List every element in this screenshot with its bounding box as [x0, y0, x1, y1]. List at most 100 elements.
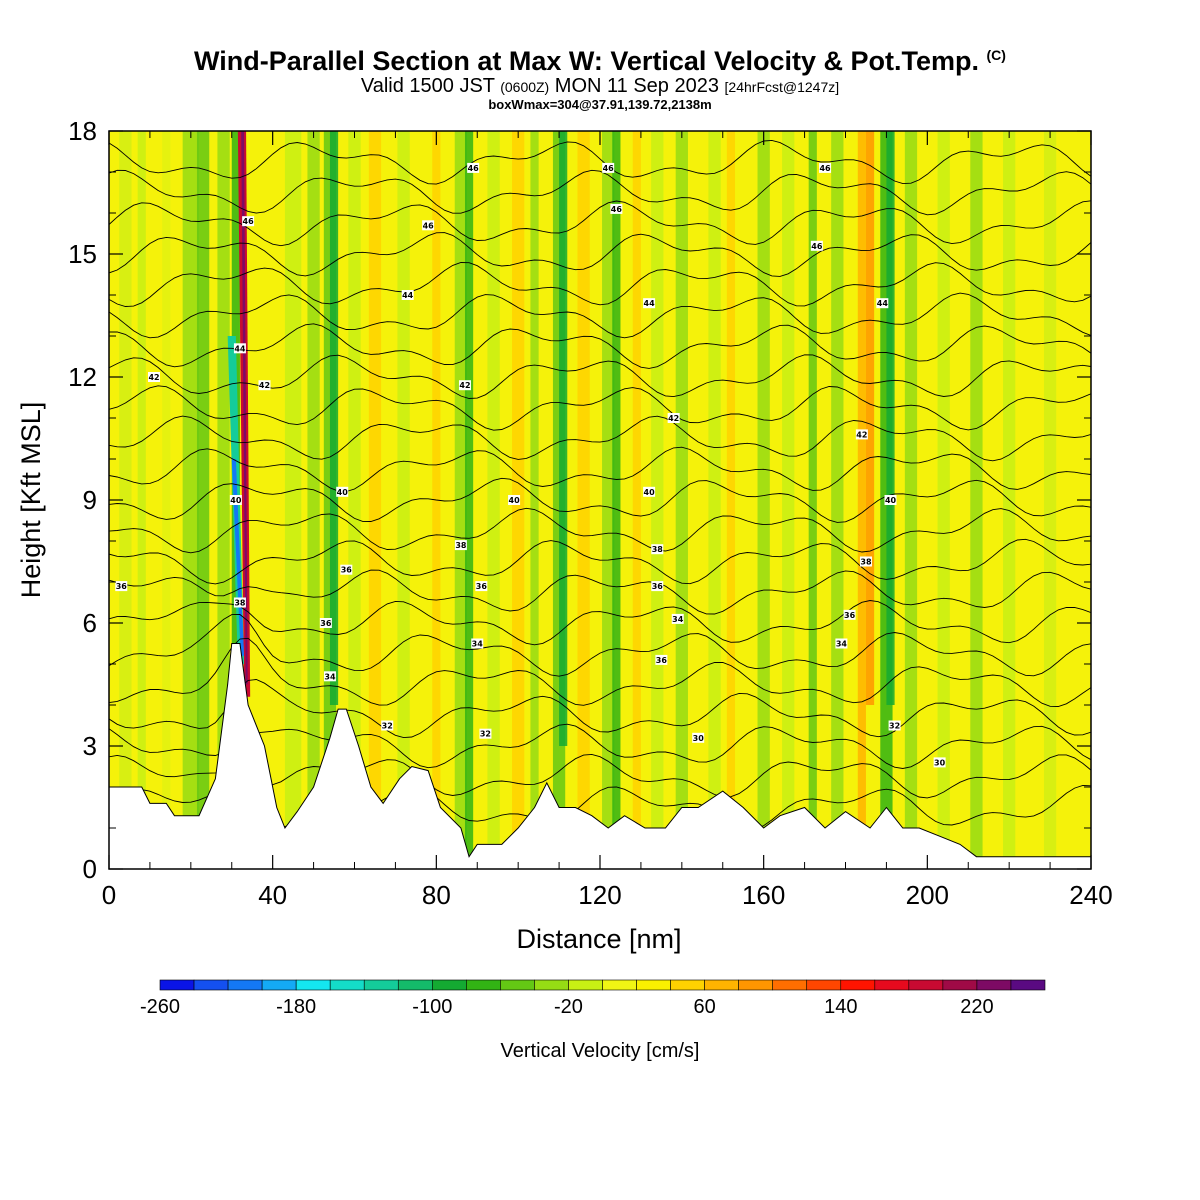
contour-label: 36 — [843, 609, 856, 620]
contour-label: 38 — [233, 597, 246, 608]
contour-label-bg — [859, 556, 872, 567]
contour-label: 36 — [319, 618, 332, 628]
velocity-streak — [708, 131, 721, 869]
colorbar-tick-label: -100 — [412, 996, 452, 1018]
theta-contour — [109, 262, 1091, 307]
theta-contour — [109, 614, 1091, 677]
velocity-streak — [137, 131, 146, 869]
contour-label-text: 38 — [860, 558, 872, 567]
contour-label: 36 — [655, 654, 668, 665]
velocity-streak — [757, 131, 770, 869]
velocity-streak — [1043, 131, 1057, 869]
contour-label: 46 — [467, 162, 480, 173]
contour-label-bg — [810, 240, 823, 251]
velocity-streak — [726, 131, 736, 869]
theta-contour — [109, 569, 1091, 615]
velocity-streak — [602, 131, 615, 869]
velocity-streak — [162, 131, 171, 869]
contour-label-text: 36 — [652, 582, 664, 591]
contour-label-bg — [819, 162, 832, 173]
colorbar-swatch — [670, 979, 705, 991]
contour-label: 46 — [810, 240, 823, 251]
velocity-streak — [530, 131, 539, 869]
x-tick-label: 120 — [578, 880, 621, 910]
contour-label: 42 — [148, 372, 161, 382]
contour-label: 30 — [692, 732, 705, 743]
colorbar-swatch — [466, 979, 501, 991]
velocity-streak — [865, 131, 875, 705]
contour-label-text: 40 — [509, 496, 521, 505]
contour-label: 40 — [508, 495, 521, 505]
velocity-streak — [886, 131, 895, 705]
contour-label-text: 36 — [656, 656, 668, 665]
theta-contour — [109, 446, 1091, 492]
velocity-streak — [329, 131, 339, 705]
contour-label-text: 46 — [811, 242, 823, 251]
contour-label-bg — [258, 380, 271, 391]
contour-label-text: 46 — [243, 217, 255, 226]
contour-label-text: 42 — [668, 414, 679, 423]
colorbar-swatch — [432, 979, 467, 991]
contour-label: 34 — [671, 613, 684, 624]
colorbar-swatch — [942, 979, 978, 991]
velocity-streak — [577, 131, 590, 869]
colorbar-swatch — [704, 979, 739, 991]
theta-contour — [109, 169, 1091, 216]
contour-label: 44 — [401, 290, 414, 300]
colorbar-tick-label: -180 — [276, 996, 316, 1018]
colorbar-tick-label: 220 — [960, 996, 993, 1018]
contour-label-text: 34 — [836, 640, 848, 649]
contour-label-bg — [340, 564, 353, 575]
colorbar-swatch — [806, 979, 842, 991]
valid-prefix: Valid 1500 JST — [360, 75, 495, 97]
velocity-streak — [651, 131, 664, 869]
colorbar-swatch — [500, 979, 535, 991]
colorbar-swatch — [295, 979, 331, 991]
contour-label-bg — [233, 597, 246, 608]
contour-label-bg — [671, 613, 684, 624]
contour-label: 40 — [643, 486, 656, 497]
contour-label-bg — [319, 618, 332, 628]
contour-label-bg — [643, 298, 656, 309]
colorbar-swatch — [602, 979, 637, 991]
colorbar-swatch — [874, 979, 910, 991]
chart-subtitle: Valid 1500 JST (0600Z) MON 11 Sep 2023 [… — [0, 76, 1200, 97]
x-tick-label: 0 — [102, 880, 116, 910]
contour-label-text: 30 — [693, 734, 705, 743]
contour-label: 42 — [258, 380, 271, 391]
contour-label-text: 44 — [877, 299, 889, 308]
contour-label-bg — [692, 732, 705, 743]
velocity-streak — [937, 131, 950, 869]
contour-label-bg — [888, 720, 901, 731]
theta-contour — [109, 200, 1091, 247]
contour-label-text: 42 — [856, 430, 867, 439]
contour-label: 36 — [475, 581, 488, 592]
contour-label-bg — [933, 757, 946, 768]
contour-label: 46 — [422, 220, 435, 231]
contour-label-text: 46 — [819, 164, 831, 173]
contour-label-bg — [884, 495, 897, 505]
contour-label-text: 32 — [889, 722, 900, 731]
contour-label-bg — [835, 638, 848, 649]
velocity-streak — [348, 131, 361, 869]
contour-label-text: 36 — [341, 566, 353, 575]
contour-label: 36 — [340, 564, 353, 575]
updraft-peak — [241, 131, 248, 685]
contour-label-bg — [458, 380, 471, 391]
contour-label-text: 44 — [234, 344, 246, 353]
contour-label: 44 — [876, 298, 889, 309]
contour-label-text: 44 — [402, 291, 414, 300]
x-tick-label: 160 — [742, 880, 785, 910]
contour-label-bg — [401, 290, 414, 300]
contour-label-bg — [855, 429, 868, 440]
contour-label: 38 — [454, 540, 467, 551]
contour-label-bg — [467, 162, 480, 173]
colorbar-swatch — [738, 979, 773, 991]
plot-area: 46 46 46 46 46 46 46 44 44 44 44 42 42 42 42 42 40 40 40 40… — [109, 131, 1091, 869]
colorbar-swatch — [840, 979, 876, 991]
contour-label-text: 42 — [259, 381, 270, 390]
contour-label-text: 36 — [320, 619, 332, 628]
velocity-streak — [217, 131, 230, 869]
contour-label-bg — [602, 162, 615, 173]
contour-label-text: 36 — [844, 611, 856, 620]
